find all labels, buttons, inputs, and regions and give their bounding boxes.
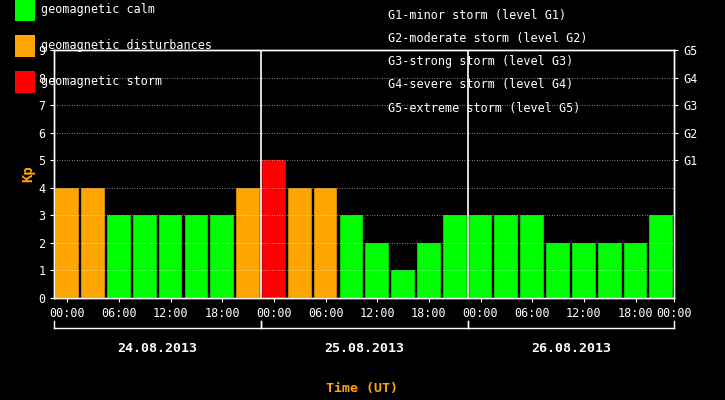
Bar [598, 243, 621, 298]
Bar [339, 215, 363, 298]
Bar [417, 243, 441, 298]
Y-axis label: Kp: Kp [22, 166, 36, 182]
Bar [107, 215, 130, 298]
Text: G3-strong storm (level G3): G3-strong storm (level G3) [388, 55, 573, 68]
Text: 26.08.2013: 26.08.2013 [531, 342, 611, 354]
Text: G2-moderate storm (level G2): G2-moderate storm (level G2) [388, 32, 587, 45]
Text: geomagnetic storm: geomagnetic storm [41, 76, 162, 88]
Text: 25.08.2013: 25.08.2013 [324, 342, 405, 354]
Text: geomagnetic disturbances: geomagnetic disturbances [41, 40, 212, 52]
Bar [572, 243, 596, 298]
Bar [392, 270, 415, 298]
Text: G1-minor storm (level G1): G1-minor storm (level G1) [388, 9, 566, 22]
Bar [288, 188, 312, 298]
Text: G5-extreme storm (level G5): G5-extreme storm (level G5) [388, 102, 580, 115]
Bar [210, 215, 234, 298]
Text: geomagnetic calm: geomagnetic calm [41, 4, 154, 16]
Bar [133, 215, 157, 298]
Bar [624, 243, 647, 298]
Bar [521, 215, 544, 298]
Bar [650, 215, 674, 298]
Bar [494, 215, 518, 298]
Text: 24.08.2013: 24.08.2013 [117, 342, 198, 354]
Text: G4-severe storm (level G4): G4-severe storm (level G4) [388, 78, 573, 92]
Bar [443, 215, 467, 298]
Bar [468, 215, 492, 298]
Bar [314, 188, 337, 298]
Bar [546, 243, 570, 298]
Bar [262, 160, 286, 298]
Bar [185, 215, 208, 298]
Bar [81, 188, 105, 298]
Bar [365, 243, 389, 298]
Bar [55, 188, 79, 298]
Bar [159, 215, 183, 298]
Bar [236, 188, 260, 298]
Text: Time (UT): Time (UT) [326, 382, 399, 395]
